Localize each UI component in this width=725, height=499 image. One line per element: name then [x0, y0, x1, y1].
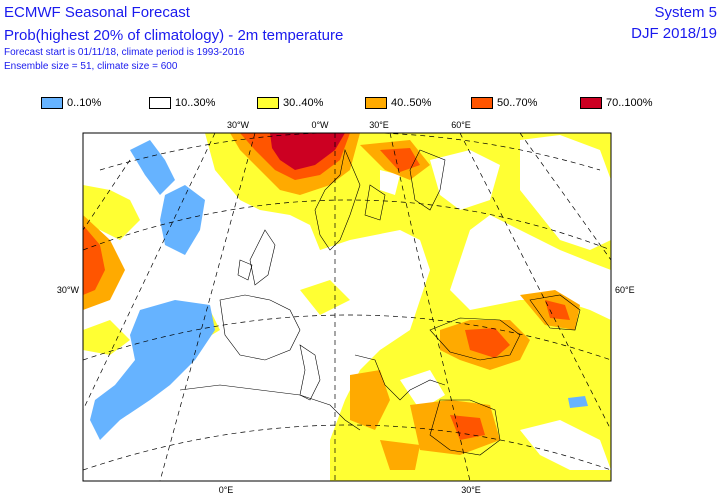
tick-bottom-0e: 0°E [219, 485, 234, 495]
chart-title: ECMWF Seasonal Forecast [4, 4, 190, 21]
tick-left-30w: 30°W [57, 285, 80, 295]
legend-item-30-40: 30..40% [257, 95, 323, 110]
legend-label: 40..50% [391, 96, 432, 109]
legend-label: 0..10% [67, 96, 102, 109]
map-field [83, 133, 611, 481]
coastlines [179, 148, 581, 456]
legend-label: 70..100% [606, 96, 653, 109]
graticule [83, 133, 611, 481]
legend-label: 30..40% [283, 96, 324, 109]
legend-item-40-50: 40..50% [365, 95, 431, 110]
map-frame [82, 132, 612, 482]
legend-swatch [365, 96, 387, 109]
prob-0-10-regions [90, 140, 588, 440]
tick-right-60e: 60°E [615, 285, 635, 295]
tick-top-60e: 60°E [451, 120, 471, 130]
tick-top-0w: 0°W [311, 120, 329, 130]
legend-swatch [580, 96, 602, 109]
legend-item-0-10: 0..10% [41, 95, 101, 110]
chart-subtitle: Prob(highest 20% of climatology) - 2m te… [4, 27, 344, 44]
legend-swatch [41, 96, 63, 109]
prob-70-100-region [270, 133, 345, 170]
tick-top-30w: 30°W [227, 120, 250, 130]
tick-bottom-30e: 30°E [461, 485, 481, 495]
legend-label: 50..70% [497, 96, 538, 109]
prob-30-40-regions [83, 133, 611, 481]
prob-10-30-holes [380, 135, 611, 470]
legend-item-10-30: 10..30% [149, 95, 215, 110]
legend-swatch [471, 96, 493, 109]
legend: 0..10% 10..30% 30..40% 40..50% 50..70% 7… [41, 95, 721, 111]
system-label: System 5 [654, 4, 717, 21]
legend-swatch [149, 96, 171, 109]
legend-swatch [257, 96, 279, 109]
ensemble-info: Ensemble size = 51, climate size = 600 [4, 61, 178, 72]
legend-label: 10..30% [175, 96, 216, 109]
season-label: DJF 2018/19 [631, 25, 717, 42]
tick-top-30e: 30°E [369, 120, 389, 130]
legend-item-50-70: 50..70% [471, 95, 537, 110]
legend-item-70-100: 70..100% [580, 95, 652, 110]
forecast-info: Forecast start is 01/11/18, climate peri… [4, 47, 245, 58]
